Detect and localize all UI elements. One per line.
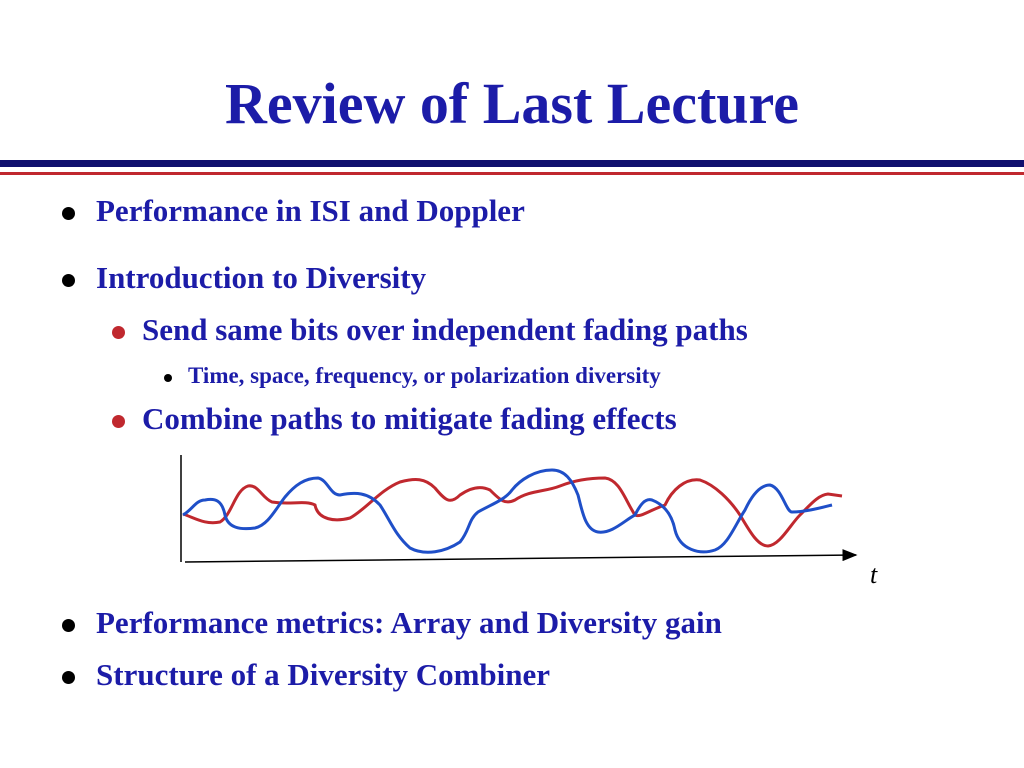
red-fading-curve — [182, 476, 843, 548]
axis-label: t — [870, 560, 878, 589]
x-axis — [184, 549, 858, 563]
bullet-text: Performance in ISI and Doppler — [96, 193, 525, 228]
bullet-text: Performance metrics: Array and Diversity… — [96, 605, 722, 640]
sub-bullet — [112, 415, 125, 428]
title-rule — [0, 172, 1024, 175]
bullet — [62, 619, 75, 632]
sub-sub-bullet — [164, 374, 172, 382]
bullet — [62, 274, 75, 287]
slide-title: Review of Last Lecture — [225, 71, 799, 136]
bullet-text: Structure of a Diversity Combiner — [96, 657, 551, 692]
blue-fading-curve — [182, 468, 833, 554]
sub-bullet — [112, 326, 125, 339]
sub-bullet-text: Combine paths to mitigate fading effects — [142, 401, 677, 436]
bullet — [62, 671, 75, 684]
bullet-text: Introduction to Diversity — [96, 260, 427, 295]
bullet — [62, 207, 75, 220]
sub-sub-bullet-text: Time, space, frequency, or polarization … — [188, 363, 661, 388]
sub-bullet-text: Send same bits over independent fading p… — [142, 312, 748, 347]
title-rule — [0, 160, 1024, 167]
